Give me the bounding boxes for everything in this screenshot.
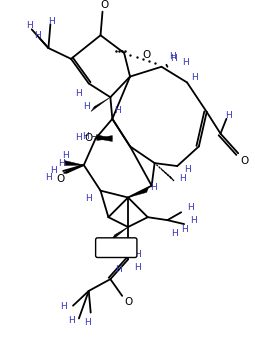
Polygon shape: [65, 161, 84, 165]
Text: H: H: [181, 226, 187, 235]
Text: H: H: [76, 89, 82, 98]
Text: H: H: [169, 52, 176, 61]
Polygon shape: [112, 227, 128, 239]
FancyBboxPatch shape: [96, 238, 137, 257]
Text: H: H: [68, 316, 74, 325]
Polygon shape: [96, 136, 112, 142]
Text: H: H: [225, 111, 232, 120]
Text: O: O: [240, 156, 248, 166]
Text: H: H: [184, 164, 190, 173]
Text: O: O: [100, 0, 109, 10]
Text: O: O: [56, 174, 64, 184]
Text: H: H: [76, 133, 82, 142]
Text: H: H: [114, 107, 121, 116]
Text: H: H: [34, 31, 41, 40]
Text: H: H: [45, 173, 52, 182]
Text: O: O: [143, 50, 151, 60]
Text: H: H: [191, 216, 197, 225]
Text: H: H: [62, 151, 69, 160]
Text: H: H: [179, 174, 186, 183]
Text: H: H: [58, 158, 65, 167]
Polygon shape: [128, 187, 149, 198]
Text: H: H: [60, 302, 67, 311]
Text: H: H: [115, 265, 122, 274]
Text: H: H: [82, 132, 89, 141]
Text: H: H: [182, 58, 188, 67]
Text: H: H: [170, 54, 177, 63]
Text: H: H: [85, 194, 92, 203]
Text: O: O: [84, 133, 93, 143]
Text: AcO: AcO: [107, 243, 125, 252]
Text: H: H: [188, 203, 194, 212]
Text: –: –: [91, 132, 96, 141]
Text: H: H: [84, 318, 91, 327]
Polygon shape: [96, 135, 112, 140]
Text: H: H: [192, 73, 198, 82]
Text: H: H: [83, 102, 90, 111]
Text: H: H: [135, 263, 141, 272]
Text: H: H: [171, 229, 178, 238]
Text: H: H: [48, 17, 55, 26]
Polygon shape: [108, 227, 128, 244]
Text: O: O: [124, 297, 132, 307]
Text: H: H: [135, 250, 141, 259]
Text: H: H: [50, 166, 57, 175]
Text: H: H: [26, 21, 33, 30]
Polygon shape: [91, 97, 110, 111]
Text: H: H: [150, 183, 157, 192]
